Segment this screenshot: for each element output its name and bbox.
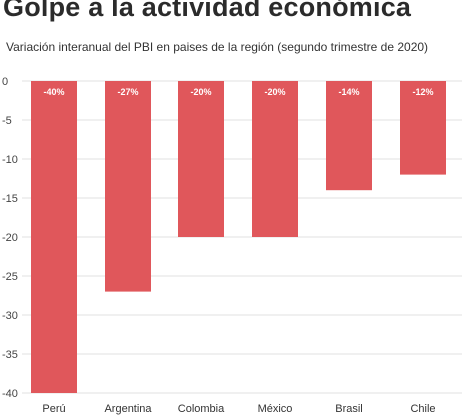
data-label: -20% bbox=[190, 87, 211, 97]
data-label: -20% bbox=[264, 87, 285, 97]
bar-argentina bbox=[105, 81, 151, 292]
x-category-label: Argentina bbox=[104, 403, 152, 415]
bar-méxico bbox=[252, 81, 298, 237]
data-label: -12% bbox=[412, 87, 433, 97]
x-category-label: Colombia bbox=[178, 403, 225, 415]
y-tick-label: -40 bbox=[2, 388, 18, 400]
x-category-label: México bbox=[258, 403, 293, 415]
data-label: -14% bbox=[338, 87, 359, 97]
x-category-label: Perú bbox=[42, 403, 65, 415]
y-tick-label: 0 bbox=[2, 76, 8, 88]
y-tick-label: -30 bbox=[2, 310, 18, 322]
y-tick-label: -15 bbox=[2, 193, 18, 205]
y-tick-label: -35 bbox=[2, 349, 18, 361]
x-category-label: Brasil bbox=[335, 403, 363, 415]
bar-perú bbox=[31, 81, 77, 393]
y-tick-label: -25 bbox=[2, 271, 18, 283]
y-tick-label: -20 bbox=[2, 232, 18, 244]
chart-subtitle: Variación interanual del PBI en paises d… bbox=[6, 40, 429, 54]
data-label: -27% bbox=[117, 87, 138, 97]
bar-colombia bbox=[178, 81, 224, 237]
data-label: -40% bbox=[43, 87, 64, 97]
bar-brasil bbox=[326, 81, 372, 191]
y-tick-label: -5 bbox=[2, 115, 12, 127]
x-category-label: Chile bbox=[410, 403, 435, 415]
chart-title: Golpe a la actividad económica bbox=[3, 0, 412, 22]
bar-chile bbox=[400, 81, 446, 175]
y-tick-label: -10 bbox=[2, 154, 18, 166]
